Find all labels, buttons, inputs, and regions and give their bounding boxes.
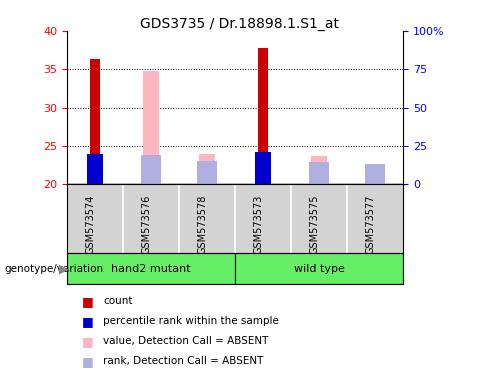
Text: GSM573575: GSM573575 bbox=[309, 195, 319, 254]
Bar bbox=[365, 164, 385, 184]
Text: genotype/variation: genotype/variation bbox=[5, 264, 104, 274]
Bar bbox=[90, 59, 100, 184]
Text: GSM573577: GSM573577 bbox=[365, 195, 375, 254]
Text: count: count bbox=[103, 296, 132, 306]
Text: ■: ■ bbox=[82, 355, 93, 368]
Bar bbox=[235, 253, 403, 284]
Text: wild type: wild type bbox=[294, 264, 345, 274]
Bar bbox=[197, 161, 217, 184]
Text: ■: ■ bbox=[82, 295, 93, 308]
Bar bbox=[255, 152, 271, 184]
Text: GSM573573: GSM573573 bbox=[253, 195, 263, 254]
Text: GSM573578: GSM573578 bbox=[197, 195, 207, 254]
Text: ■: ■ bbox=[82, 335, 93, 348]
Text: hand2 mutant: hand2 mutant bbox=[111, 264, 191, 274]
Bar bbox=[144, 71, 159, 184]
Bar bbox=[199, 154, 215, 184]
Bar bbox=[67, 253, 235, 284]
Text: percentile rank within the sample: percentile rank within the sample bbox=[103, 316, 279, 326]
Text: ▶: ▶ bbox=[59, 262, 68, 275]
Text: ■: ■ bbox=[82, 315, 93, 328]
Text: GDS3735 / Dr.18898.1.S1_at: GDS3735 / Dr.18898.1.S1_at bbox=[141, 17, 339, 31]
Text: GSM573574: GSM573574 bbox=[85, 195, 95, 254]
Bar bbox=[312, 156, 327, 184]
Bar bbox=[367, 174, 383, 184]
Bar bbox=[142, 155, 161, 184]
Text: value, Detection Call = ABSENT: value, Detection Call = ABSENT bbox=[103, 336, 269, 346]
Text: GSM573576: GSM573576 bbox=[141, 195, 151, 254]
Bar bbox=[258, 48, 268, 184]
Bar bbox=[310, 162, 329, 184]
Text: rank, Detection Call = ABSENT: rank, Detection Call = ABSENT bbox=[103, 356, 264, 366]
Bar bbox=[87, 154, 103, 184]
